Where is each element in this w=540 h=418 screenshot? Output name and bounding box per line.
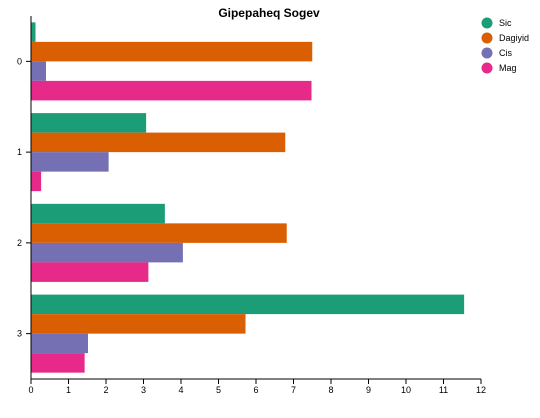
y-tick-label: 0 xyxy=(17,56,22,66)
legend-marker-cis xyxy=(481,47,493,59)
legend-marker-mag xyxy=(481,62,493,74)
bar-cis-0 xyxy=(31,61,46,81)
x-tick-label: 0 xyxy=(28,385,33,395)
bar-dagiyid-3 xyxy=(31,314,246,334)
bar-sic-1 xyxy=(31,113,147,133)
bar-sic-3 xyxy=(31,294,465,315)
bar-dagiyid-0 xyxy=(31,41,313,62)
legend-label-cis: Cis xyxy=(499,48,512,58)
bar-dagiyid-2 xyxy=(31,223,287,243)
y-axis-ticks: 0 1 2 3 xyxy=(17,56,31,339)
bar-sic-0 xyxy=(31,22,36,42)
x-tick-label: 7 xyxy=(291,385,296,395)
x-tick-label: 11 xyxy=(439,385,448,395)
bar-sic-2 xyxy=(31,203,165,224)
y-tick-label: 1 xyxy=(17,147,22,157)
y-tick-label: 2 xyxy=(17,238,22,248)
legend-label-dagiyid: Dagiyid xyxy=(499,33,529,43)
legend-marker-dagiyid xyxy=(481,32,493,44)
x-tick-label: 9 xyxy=(366,385,371,395)
x-tick-label: 6 xyxy=(253,385,258,395)
x-tick-label: 8 xyxy=(328,385,333,395)
legend-marker-sic xyxy=(481,17,493,29)
legend: Sic Dagiyid Cis Mag xyxy=(481,17,529,74)
bar-mag-2 xyxy=(31,262,149,282)
y-tick-label: 3 xyxy=(17,329,22,339)
x-tick-label: 12 xyxy=(476,385,486,395)
bar-mag-3 xyxy=(31,353,85,373)
x-tick-label: 4 xyxy=(178,385,183,395)
bars-group xyxy=(31,22,465,373)
x-tick-label: 5 xyxy=(216,385,221,395)
bar-cis-1 xyxy=(31,152,109,172)
bar-dagiyid-1 xyxy=(31,132,286,153)
x-tick-label: 3 xyxy=(141,385,146,395)
legend-label-sic: Sic xyxy=(499,18,512,28)
x-tick-label: 1 xyxy=(66,385,71,395)
bar-cis-2 xyxy=(31,242,183,263)
x-tick-label: 2 xyxy=(103,385,108,395)
bar-mag-1 xyxy=(31,171,42,192)
bar-mag-0 xyxy=(31,80,312,101)
bar-cis-3 xyxy=(31,333,88,354)
chart-title: Gipepaheq Sogev xyxy=(218,6,320,20)
x-axis-ticks: 0 1 2 3 4 5 6 7 8 9 10 11 12 xyxy=(28,379,486,395)
legend-label-mag: Mag xyxy=(499,63,517,73)
x-tick-label: 10 xyxy=(401,385,411,395)
